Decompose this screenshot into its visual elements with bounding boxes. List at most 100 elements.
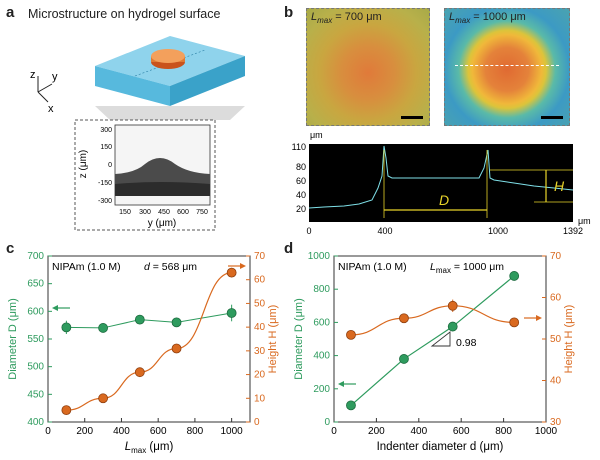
profile-trace bbox=[308, 145, 574, 209]
inset-ytick: -300 bbox=[98, 198, 112, 205]
y-right-tick-label: 70 bbox=[550, 251, 562, 262]
y-left-tick-label: 400 bbox=[27, 417, 44, 428]
profile-ytick: 40 bbox=[296, 190, 306, 200]
y-left-axis-label: Diameter D (μm) bbox=[293, 298, 305, 380]
series-height-curve bbox=[66, 272, 232, 411]
panel-a-letter: a bbox=[6, 4, 15, 21]
y-right-tick-label: 50 bbox=[254, 298, 266, 309]
left-axis-arrowhead-icon bbox=[338, 381, 344, 387]
x-axis-label: Indenter diameter d (μm) bbox=[377, 441, 504, 453]
y-left-tick-label: 800 bbox=[313, 284, 330, 295]
x-tick-label: 800 bbox=[495, 426, 512, 437]
profile-ytick: 60 bbox=[296, 176, 306, 186]
label-h: H bbox=[554, 178, 565, 194]
x-tick-label: 200 bbox=[368, 426, 385, 437]
y-left-axis-label: Diameter D (μm) bbox=[7, 298, 19, 380]
diameter-point bbox=[447, 321, 458, 332]
y-right-tick-label: 20 bbox=[254, 370, 266, 381]
height-point bbox=[98, 393, 108, 404]
y-right-tick-label: 50 bbox=[550, 334, 562, 345]
label-d: D bbox=[439, 192, 449, 208]
slope-triangle-icon bbox=[430, 331, 451, 347]
micrograph-1000-label: Lmax = 1000 μm bbox=[449, 11, 526, 25]
left-axis-arrowhead-icon bbox=[52, 305, 58, 311]
profile-xtick: 0 bbox=[306, 226, 311, 236]
x-tick-label: 400 bbox=[410, 426, 427, 437]
lmax-sub: max bbox=[317, 16, 333, 26]
y-right-tick-label: 10 bbox=[254, 393, 266, 404]
micrograph-700-label: Lmax = 700 μm bbox=[311, 11, 382, 25]
scale-bar bbox=[401, 116, 423, 119]
height-point bbox=[509, 317, 520, 328]
scale-bar bbox=[541, 116, 563, 119]
height-point bbox=[134, 367, 145, 378]
diameter-point bbox=[171, 317, 182, 328]
y-right-tick-label: 40 bbox=[254, 322, 266, 333]
height-point bbox=[226, 267, 237, 278]
y-left-tick-label: 400 bbox=[313, 351, 330, 362]
y-right-tick-label: 30 bbox=[254, 346, 266, 357]
y-right-tick-label: 60 bbox=[254, 275, 266, 286]
diameter-point bbox=[226, 308, 237, 318]
y-left-tick-label: 600 bbox=[313, 317, 330, 328]
series-height-curve bbox=[350, 305, 515, 336]
height-point bbox=[346, 329, 356, 340]
y-left-tick-label: 1000 bbox=[308, 251, 331, 262]
inset-ylabel: z (μm) bbox=[78, 150, 89, 179]
y-left-tick-label: 200 bbox=[313, 384, 330, 395]
inset-ytick: 300 bbox=[100, 127, 112, 134]
diameter-point bbox=[346, 400, 356, 411]
panel-d-note: NIPAm (1.0 M) bbox=[338, 261, 407, 273]
lmax-symbol: L bbox=[311, 11, 318, 23]
y-left-tick-label: 0 bbox=[324, 417, 330, 428]
profile-line bbox=[455, 65, 559, 66]
axes-triad-icon bbox=[37, 76, 53, 103]
inset-ytick: 0 bbox=[108, 162, 112, 169]
panel-c-note2: d = 568 μm bbox=[144, 261, 197, 273]
profile-plot-area bbox=[309, 144, 573, 222]
inset-xtick: 750 bbox=[196, 209, 208, 216]
panel-b-letter: b bbox=[284, 4, 294, 21]
triad-z-label: z bbox=[30, 69, 36, 81]
panel-a-illustration: z y x 300 150 0 -150 -300 z (μm) 150 300… bbox=[30, 36, 245, 231]
y-left-tick-label: 650 bbox=[27, 279, 44, 290]
x-tick-label: 0 bbox=[45, 426, 51, 437]
triad-x-label: x bbox=[48, 103, 54, 115]
height-point bbox=[61, 405, 72, 416]
inset-xtick: 600 bbox=[177, 209, 189, 216]
diameter-point bbox=[134, 314, 145, 325]
x-tick-label: 400 bbox=[113, 426, 130, 437]
y-left-tick-label: 550 bbox=[27, 334, 44, 345]
profile-ytick: 80 bbox=[296, 162, 306, 172]
inset-ytick: -150 bbox=[98, 180, 112, 187]
inset-substrate bbox=[115, 182, 210, 196]
right-axis-arrowhead-icon bbox=[240, 263, 246, 269]
right-axis-arrowhead-icon bbox=[536, 315, 542, 321]
series-diameter-line bbox=[66, 312, 232, 329]
height-point bbox=[399, 313, 409, 324]
panel-d-letter: d bbox=[284, 240, 294, 257]
inset-xtick: 150 bbox=[119, 209, 131, 216]
profile-xtick: 1000 bbox=[488, 226, 508, 236]
panel-a-title: Microstructure on hydrogel surface bbox=[28, 7, 221, 21]
panel-c-note: NIPAm (1.0 M) bbox=[52, 261, 121, 273]
x-tick-label: 1000 bbox=[535, 426, 558, 437]
y-right-tick-label: 70 bbox=[254, 251, 266, 262]
y-right-axis-label: Height H (μm) bbox=[563, 305, 575, 374]
inset-ytick: 150 bbox=[100, 144, 112, 151]
profile-yunit: μm bbox=[310, 130, 323, 140]
y-left-tick-label: 700 bbox=[27, 251, 44, 262]
profile-ytick: 110 bbox=[292, 142, 306, 152]
diameter-point bbox=[61, 322, 72, 333]
x-axis-label: Lmax (μm) bbox=[125, 441, 174, 455]
x-tick-label: 0 bbox=[331, 426, 337, 437]
y-right-axis-label: Height H (μm) bbox=[267, 305, 279, 374]
panel-d-note2: Lmax = 1000 μm bbox=[430, 261, 504, 275]
height-point bbox=[171, 343, 182, 354]
profile-xunit: μm bbox=[578, 216, 591, 226]
plot-frame bbox=[47, 255, 251, 423]
x-tick-label: 600 bbox=[150, 426, 167, 437]
x-tick-label: 200 bbox=[76, 426, 93, 437]
lmax-value: = 1000 μm bbox=[470, 11, 526, 23]
diameter-point bbox=[399, 354, 409, 364]
